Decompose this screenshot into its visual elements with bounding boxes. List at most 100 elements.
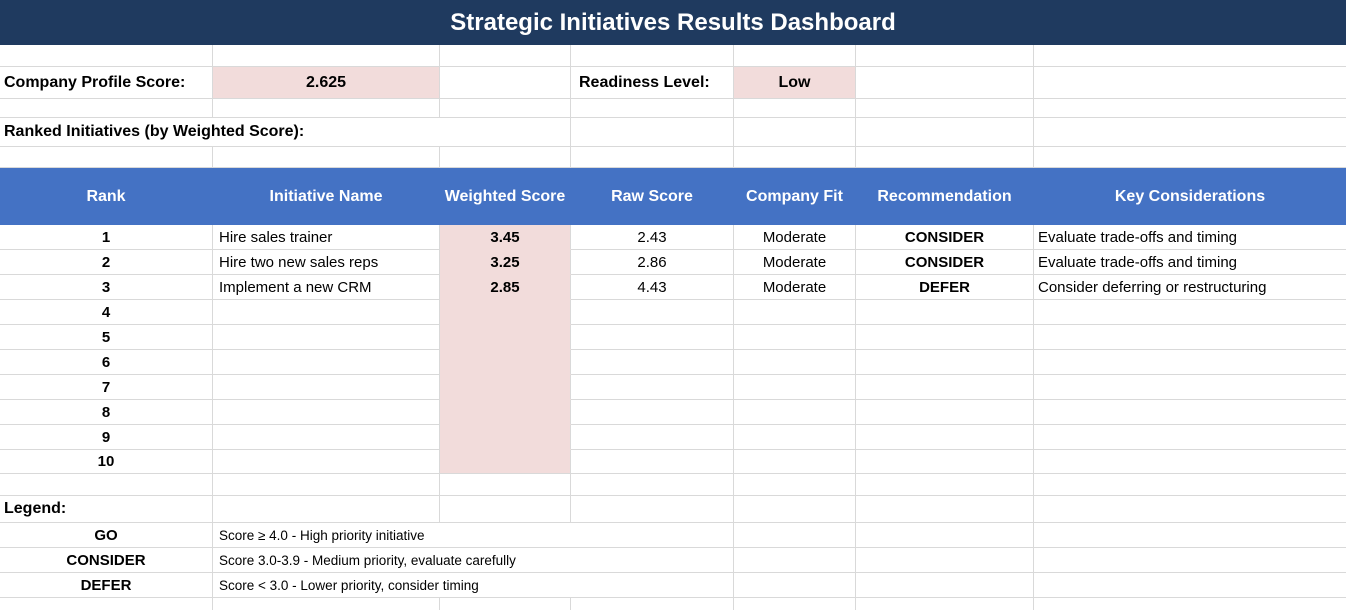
cell-rank[interactable]: 8 xyxy=(0,400,213,425)
cell xyxy=(1034,67,1346,99)
cell-recommendation[interactable]: DEFER xyxy=(856,275,1034,300)
cell-key-considerations xyxy=(1034,350,1346,375)
cell-recommendation xyxy=(856,300,1034,325)
cell xyxy=(213,474,440,496)
cell xyxy=(856,45,1034,67)
cell-company-fit[interactable]: Moderate xyxy=(734,275,856,300)
header-recommendation[interactable]: Recommendation xyxy=(856,168,1034,225)
cell xyxy=(1034,147,1346,168)
cell xyxy=(440,474,571,496)
header-raw-score[interactable]: Raw Score xyxy=(571,168,734,225)
cell-company-fit xyxy=(734,375,856,400)
cell xyxy=(734,496,856,523)
cell-weighted-score[interactable]: 3.45 xyxy=(440,225,571,250)
cell-weighted-score[interactable] xyxy=(440,400,571,425)
cell xyxy=(571,598,734,610)
cell-weighted-score[interactable] xyxy=(440,325,571,350)
cell-rank[interactable]: 1 xyxy=(0,225,213,250)
cell xyxy=(0,45,213,67)
cell-raw-score[interactable]: 4.43 xyxy=(571,275,734,300)
section-heading-row: Ranked Initiatives (by Weighted Score): xyxy=(0,118,1346,147)
cell-raw-score[interactable]: 2.86 xyxy=(571,250,734,275)
cell xyxy=(1034,99,1346,118)
cell-weighted-score[interactable]: 2.85 xyxy=(440,275,571,300)
legend-heading: Legend: xyxy=(0,496,213,523)
cell-key-considerations[interactable]: Evaluate trade-offs and timing xyxy=(1034,225,1346,250)
cell xyxy=(440,99,571,118)
legend-row-go: GO Score ≥ 4.0 - High priority initiativ… xyxy=(0,523,1346,548)
header-weighted-score[interactable]: Weighted Score xyxy=(440,168,571,225)
dashboard-title-bar: Strategic Initiatives Results Dashboard xyxy=(0,0,1346,45)
company-profile-score-value[interactable]: 2.625 xyxy=(213,67,440,99)
cell-rank[interactable]: 4 xyxy=(0,300,213,325)
header-initiative-name[interactable]: Initiative Name xyxy=(213,168,440,225)
table-row: 6 xyxy=(0,350,1346,375)
header-company-fit[interactable]: Company Fit xyxy=(734,168,856,225)
cell xyxy=(856,573,1034,598)
readiness-level-value[interactable]: Low xyxy=(734,67,856,99)
cell xyxy=(213,496,440,523)
cell-weighted-score[interactable] xyxy=(440,425,571,450)
header-key-considerations[interactable]: Key Considerations xyxy=(1034,168,1346,225)
cell-initiative-name xyxy=(213,450,440,474)
cell-recommendation xyxy=(856,325,1034,350)
cell-rank[interactable]: 10 xyxy=(0,450,213,474)
cell-weighted-score[interactable] xyxy=(440,350,571,375)
cell-weighted-score[interactable]: 3.25 xyxy=(440,250,571,275)
cell-initiative-name xyxy=(213,300,440,325)
header-rank[interactable]: Rank xyxy=(0,168,213,225)
cell xyxy=(1034,523,1346,548)
cell-rank[interactable]: 2 xyxy=(0,250,213,275)
cell xyxy=(440,147,571,168)
cell-initiative-name[interactable]: Hire two new sales reps xyxy=(213,250,440,275)
cell-company-fit[interactable]: Moderate xyxy=(734,225,856,250)
cell-key-considerations[interactable]: Evaluate trade-offs and timing xyxy=(1034,250,1346,275)
cell xyxy=(440,45,571,67)
empty-row xyxy=(0,598,1346,610)
table-row: 5 xyxy=(0,325,1346,350)
cell-company-fit xyxy=(734,400,856,425)
cell xyxy=(1034,598,1346,610)
cell-weighted-score[interactable] xyxy=(440,375,571,400)
cell-key-considerations xyxy=(1034,375,1346,400)
cell-rank[interactable]: 9 xyxy=(0,425,213,450)
cell-raw-score xyxy=(571,325,734,350)
cell xyxy=(856,598,1034,610)
readiness-level-label: Readiness Level: xyxy=(571,67,734,99)
table-row: 7 xyxy=(0,375,1346,400)
cell-recommendation[interactable]: CONSIDER xyxy=(856,225,1034,250)
cell-rank[interactable]: 7 xyxy=(0,375,213,400)
cell-recommendation[interactable]: CONSIDER xyxy=(856,250,1034,275)
cell xyxy=(213,147,440,168)
cell xyxy=(571,99,734,118)
table-row: 8 xyxy=(0,400,1346,425)
legend-row-consider: CONSIDER Score 3.0-3.9 - Medium priority… xyxy=(0,548,1346,573)
cell xyxy=(1034,573,1346,598)
cell xyxy=(213,598,440,610)
cell xyxy=(734,99,856,118)
cell-company-fit xyxy=(734,300,856,325)
table-row: 9 xyxy=(0,425,1346,450)
cell-raw-score[interactable]: 2.43 xyxy=(571,225,734,250)
cell xyxy=(440,67,571,99)
cell-rank[interactable]: 5 xyxy=(0,325,213,350)
cell-initiative-name[interactable]: Hire sales trainer xyxy=(213,225,440,250)
cell-weighted-score[interactable] xyxy=(440,300,571,325)
legend-desc-consider: Score 3.0-3.9 - Medium priority, evaluat… xyxy=(213,548,734,573)
cell-initiative-name[interactable]: Implement a new CRM xyxy=(213,275,440,300)
cell-recommendation xyxy=(856,400,1034,425)
cell-rank[interactable]: 3 xyxy=(0,275,213,300)
cell-key-considerations[interactable]: Consider deferring or restructuring xyxy=(1034,275,1346,300)
cell-initiative-name xyxy=(213,400,440,425)
cell xyxy=(856,523,1034,548)
cell xyxy=(571,496,734,523)
table-row: 4 xyxy=(0,300,1346,325)
legend-desc-defer: Score < 3.0 - Lower priority, consider t… xyxy=(213,573,734,598)
cell-raw-score xyxy=(571,350,734,375)
company-profile-score-label: Company Profile Score: xyxy=(0,67,213,99)
cell-rank[interactable]: 6 xyxy=(0,350,213,375)
cell-company-fit[interactable]: Moderate xyxy=(734,250,856,275)
cell xyxy=(1034,496,1346,523)
cell-weighted-score[interactable] xyxy=(440,450,571,474)
cell xyxy=(571,118,734,147)
